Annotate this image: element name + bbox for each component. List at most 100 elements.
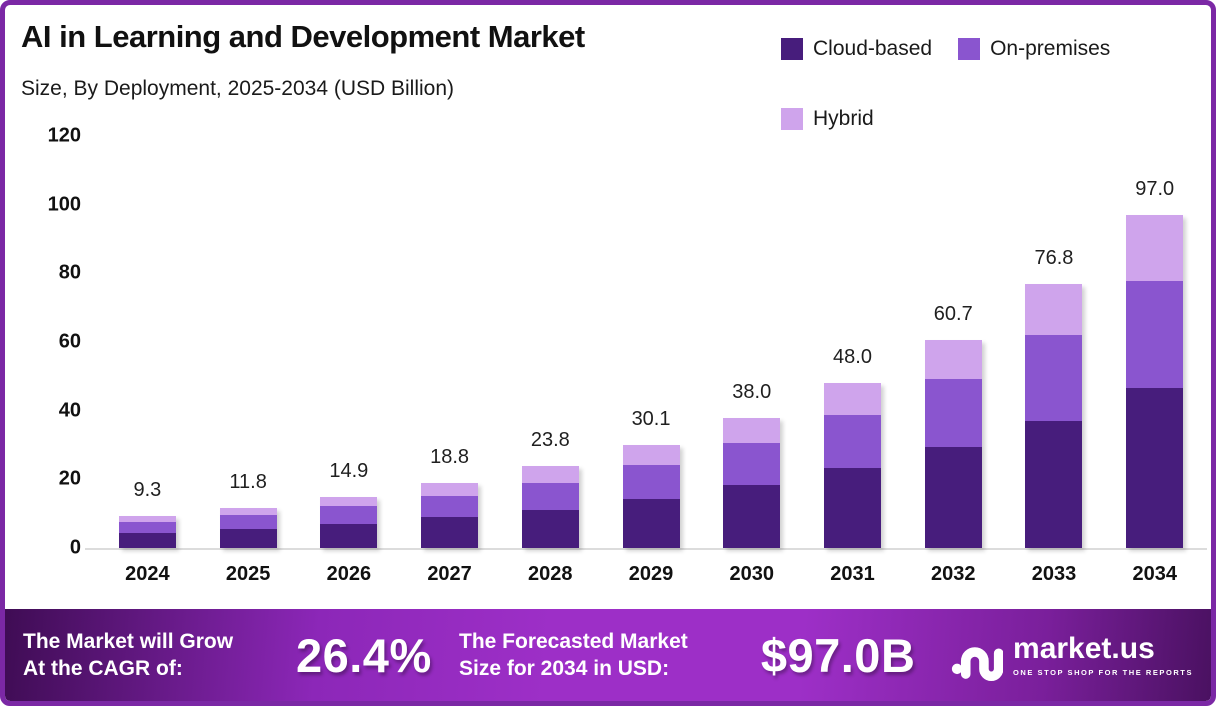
legend-label: On-premises [990, 37, 1111, 60]
stacked-bar-2033[interactable] [1025, 284, 1083, 548]
legend-label: Cloud-based [813, 37, 933, 60]
bar-segment-cloud-based[interactable] [622, 498, 680, 548]
bar-group-2025: 11.8 [198, 136, 299, 548]
bar-group-2034: 97.0 [1104, 136, 1205, 548]
bar-segment-on-premises[interactable] [421, 496, 479, 518]
bar-group-2024: 9.3 [97, 136, 198, 548]
bar-group-2028: 23.8 [500, 136, 601, 548]
bar-group-2030: 38.0 [701, 136, 802, 548]
stacked-bar-2027[interactable] [421, 483, 479, 548]
bar-segment-on-premises[interactable] [320, 506, 378, 524]
stacked-bar-2028[interactable] [521, 466, 579, 548]
bar-segment-cloud-based[interactable] [723, 485, 781, 548]
brand-logo[interactable]: market.us ONE STOP SHOP FOR THE REPORTS [951, 629, 1193, 681]
stacked-bar-2029[interactable] [622, 444, 680, 548]
x-axis-label-2028: 2028 [528, 563, 573, 585]
marketus-wave-icon [951, 647, 1004, 681]
cagr-label-line2: At the CAGR of: [23, 657, 183, 680]
bar-segment-hybrid[interactable] [421, 483, 479, 497]
x-axis-label-2031: 2031 [830, 563, 875, 585]
forecast-label: The Forecasted Market Size for 2034 in U… [459, 628, 753, 683]
bar-segment-hybrid[interactable] [1126, 214, 1184, 281]
bar-group-2033: 76.8 [1004, 136, 1105, 548]
stacked-bar-2031[interactable] [824, 383, 881, 548]
bar-total-label: 11.8 [229, 470, 267, 493]
stacked-bar-2032[interactable] [924, 339, 982, 548]
bar-segment-on-premises[interactable] [622, 464, 680, 499]
bar-total-label: 14.9 [329, 459, 369, 482]
bar-segment-hybrid[interactable] [1025, 284, 1083, 335]
legend-item-cloud-based[interactable]: Cloud-based [781, 37, 932, 61]
bar-segment-cloud-based[interactable] [924, 446, 982, 548]
legend-item-on-premises[interactable]: On-premises [958, 37, 1110, 61]
chart-legend: Cloud-based On-premises Hybrid [781, 37, 1193, 131]
stacked-bar-2030[interactable] [723, 417, 781, 548]
x-axis-label-2026: 2026 [326, 563, 372, 585]
bar-segment-hybrid[interactable] [521, 466, 579, 483]
bar-total-label: 38.0 [732, 380, 772, 403]
bar-segment-on-premises[interactable] [723, 442, 781, 486]
footer-banner: The Market will Grow At the CAGR of: 26.… [5, 609, 1211, 701]
forecast-market-size-value: $97.0B [760, 628, 916, 682]
bar-segment-hybrid[interactable] [219, 507, 277, 516]
forecast-label-line2: Size for 2034 in USD: [459, 657, 670, 680]
bar-plot-area: 9.3 11.8 14.9 18.8 23.8 30.1 38.0 48.0 60.7 76.8 9… [97, 136, 1205, 548]
cagr-value: 26.4% [295, 628, 432, 682]
bar-segment-hybrid[interactable] [824, 383, 881, 415]
y-tick-label: 60 [58, 330, 81, 353]
legend-swatch-icon [958, 38, 981, 60]
bar-segment-cloud-based[interactable] [320, 523, 378, 548]
bar-segment-on-premises[interactable] [824, 414, 881, 468]
page-title: AI in Learning and Development Market [21, 19, 585, 54]
bar-segment-cloud-based[interactable] [521, 509, 579, 548]
bar-segment-hybrid[interactable] [118, 516, 176, 522]
bar-segment-cloud-based[interactable] [118, 532, 176, 548]
bar-group-2029: 30.1 [601, 136, 702, 548]
bar-segment-on-premises[interactable] [924, 379, 982, 447]
stacked-bar-2034[interactable] [1126, 214, 1184, 548]
y-tick-label: 80 [58, 261, 81, 284]
stacked-bar-2024[interactable] [118, 516, 176, 548]
y-tick-label: 0 [69, 536, 81, 559]
y-tick-label: 40 [58, 399, 81, 422]
bar-segment-on-premises[interactable] [521, 482, 579, 510]
legend-item-hybrid[interactable]: Hybrid [781, 107, 874, 131]
bar-total-label: 76.8 [1034, 247, 1074, 270]
bar-total-label: 60.7 [933, 302, 973, 325]
bar-total-label: 30.1 [631, 407, 671, 430]
x-axis-label-2024: 2024 [125, 563, 170, 585]
bar-segment-cloud-based[interactable] [1025, 420, 1083, 548]
x-axis-label-2027: 2027 [427, 563, 472, 585]
bar-segment-hybrid[interactable] [622, 444, 680, 465]
bar-segment-on-premises[interactable] [118, 521, 176, 533]
y-tick-label: 100 [47, 193, 81, 216]
x-axis-label-2030: 2030 [729, 563, 775, 585]
brand-text: market.us ONE STOP SHOP FOR THE REPORTS [1013, 631, 1193, 677]
bar-segment-hybrid[interactable] [723, 417, 781, 443]
bar-segment-cloud-based[interactable] [421, 517, 479, 548]
x-axis-line [85, 548, 1207, 550]
bar-segment-cloud-based[interactable] [1126, 388, 1184, 548]
bar-segment-hybrid[interactable] [320, 496, 378, 507]
bar-segment-on-premises[interactable] [219, 515, 277, 529]
legend-label: Hybrid [813, 107, 874, 130]
y-tick-label: 20 [58, 467, 81, 490]
legend-swatch-icon [781, 38, 803, 60]
bar-segment-on-premises[interactable] [1025, 334, 1083, 421]
bar-total-label: 48.0 [833, 346, 872, 369]
cagr-label-line1: The Market will Grow [23, 629, 234, 653]
bar-segment-hybrid[interactable] [924, 339, 982, 380]
x-axis-labels: 2024 2025 2026 2027 2028 2029 2030 2031 2032 2033… [97, 563, 1205, 586]
bar-segment-on-premises[interactable] [1126, 280, 1184, 389]
x-axis-label-2025: 2025 [225, 563, 271, 585]
stacked-bar-2026[interactable] [320, 496, 378, 548]
x-axis-label-2029: 2029 [628, 563, 674, 585]
bar-segment-cloud-based[interactable] [219, 528, 277, 548]
x-axis-label-2033: 2033 [1031, 563, 1077, 585]
stacked-bar-2025[interactable] [219, 507, 277, 549]
brand-name: market.us [1013, 631, 1155, 665]
cagr-label: The Market will Grow At the CAGR of: [23, 628, 296, 683]
bar-total-label: 97.0 [1135, 177, 1175, 200]
bar-segment-cloud-based[interactable] [824, 467, 881, 548]
